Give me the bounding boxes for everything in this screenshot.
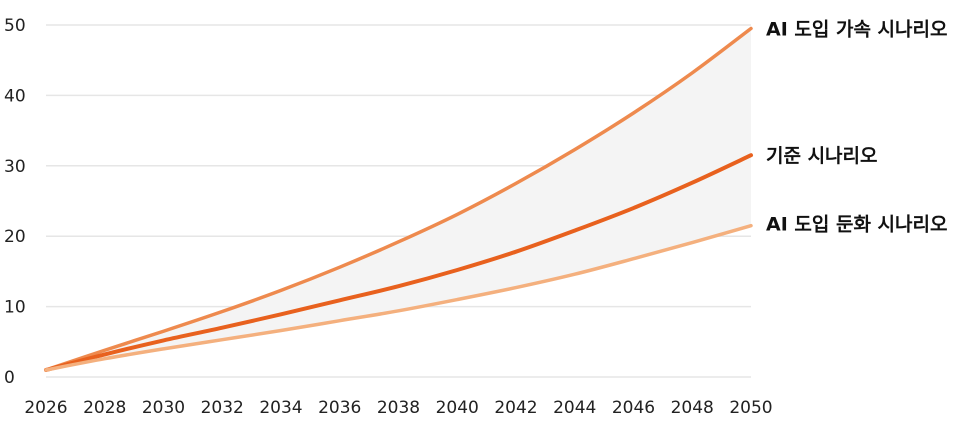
x-tick-label: 2036 (318, 398, 361, 418)
series-line-1 (44, 26, 753, 372)
x-axis-ticks: 2026 2028 2030 2032 2034 2036 2038 2040 2042 2044… (24, 398, 772, 418)
scenario-band (46, 28, 751, 370)
x-tick-label: 2044 (553, 398, 596, 418)
x-tick-label: 2040 (436, 398, 479, 418)
y-tick-label: 10 (4, 298, 26, 318)
series-lines (44, 26, 753, 372)
scenario-range-band (46, 28, 751, 370)
y-axis-ticks: 0 10 20 30 40 50 (4, 16, 26, 388)
series-line-3 (44, 223, 753, 372)
x-tick-label: 2048 (671, 398, 714, 418)
y-tick-label: 40 (4, 86, 26, 106)
x-tick-label: 2032 (201, 398, 244, 418)
x-tick-label: 2042 (494, 398, 537, 418)
x-tick-label: 2030 (142, 398, 185, 418)
y-tick-label: 20 (4, 227, 26, 247)
gridlines (46, 24, 751, 378)
x-tick-label: 2050 (729, 398, 772, 418)
x-tick-label: 2026 (24, 398, 67, 418)
x-tick-label: 2034 (259, 398, 302, 418)
x-tick-label: 2028 (83, 398, 126, 418)
x-tick-label: 2038 (377, 398, 420, 418)
series-line-2 (44, 153, 753, 372)
series-end-label-1: AI 도입 가속 시나리오 (766, 19, 947, 41)
y-tick-label: 0 (4, 368, 15, 388)
series-end-label-2: 기준 시나리오 (766, 145, 878, 167)
x-tick-label: 2046 (612, 398, 655, 418)
y-tick-label: 30 (4, 157, 26, 177)
series-end-label-3: AI 도입 둔화 시나리오 (766, 214, 947, 236)
y-tick-label: 50 (4, 16, 26, 36)
